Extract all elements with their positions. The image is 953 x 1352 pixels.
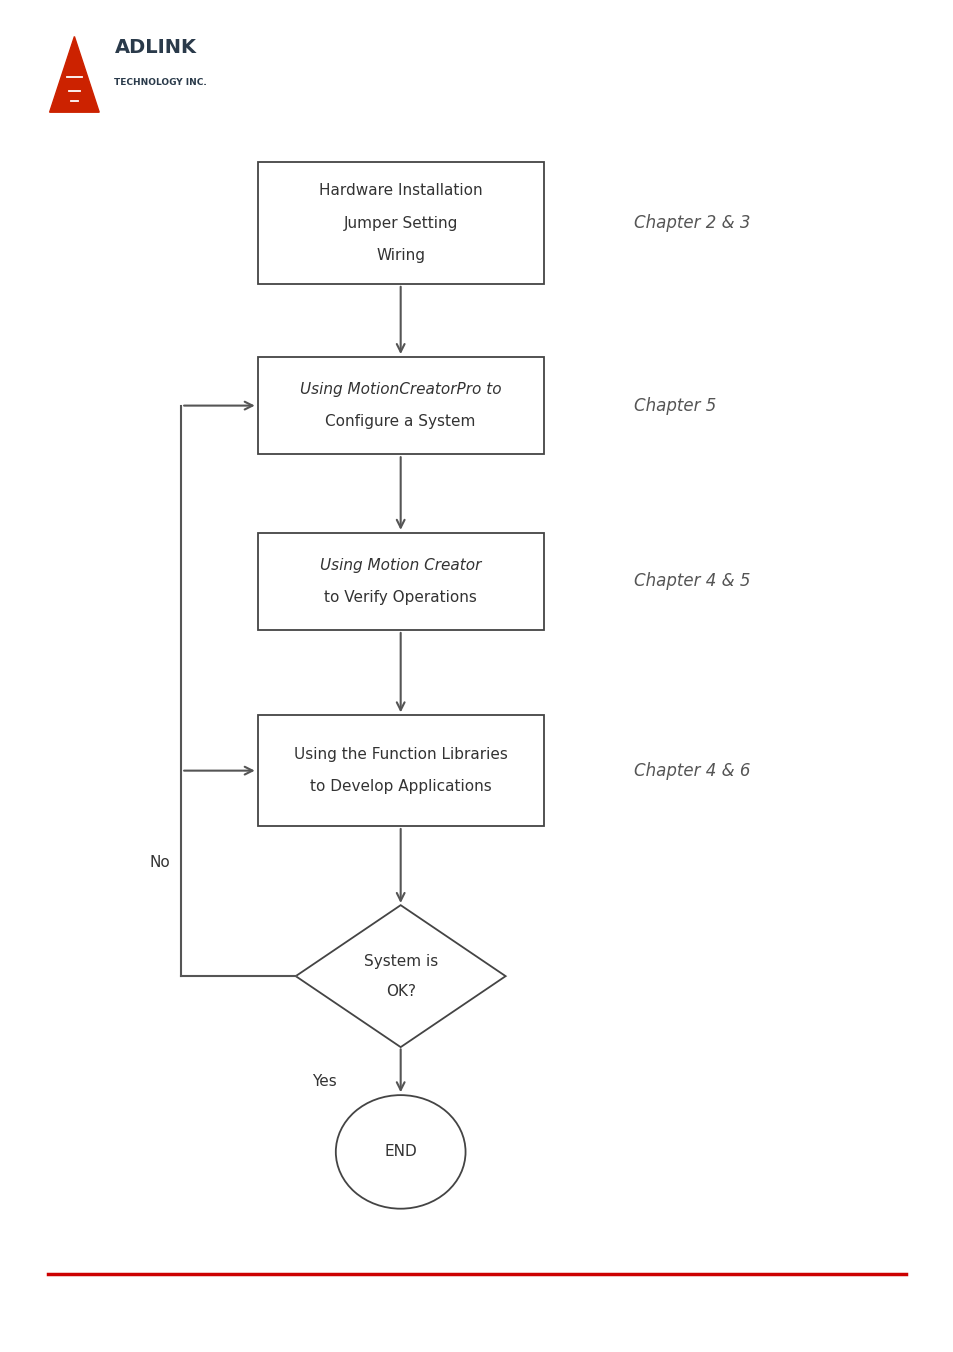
- Text: Yes: Yes: [312, 1073, 336, 1090]
- FancyBboxPatch shape: [257, 715, 543, 826]
- FancyBboxPatch shape: [257, 357, 543, 454]
- Ellipse shape: [335, 1095, 465, 1209]
- Text: Wiring: Wiring: [375, 247, 425, 264]
- Text: END: END: [384, 1144, 416, 1160]
- Text: Configure a System: Configure a System: [325, 414, 476, 430]
- FancyBboxPatch shape: [257, 533, 543, 630]
- Polygon shape: [50, 37, 99, 112]
- Text: Using MotionCreatorPro to: Using MotionCreatorPro to: [299, 381, 501, 397]
- FancyBboxPatch shape: [257, 162, 543, 284]
- Text: No: No: [150, 854, 171, 871]
- Text: Chapter 2 & 3: Chapter 2 & 3: [634, 214, 750, 233]
- Text: Jumper Setting: Jumper Setting: [343, 215, 457, 231]
- Text: to Verify Operations: to Verify Operations: [324, 589, 476, 606]
- Text: Hardware Installation: Hardware Installation: [318, 183, 482, 199]
- Polygon shape: [295, 906, 505, 1046]
- Text: OK?: OK?: [385, 983, 416, 999]
- Text: TECHNOLOGY INC.: TECHNOLOGY INC.: [114, 78, 207, 87]
- Text: to Develop Applications: to Develop Applications: [310, 779, 491, 795]
- Text: Chapter 5: Chapter 5: [634, 396, 716, 415]
- Text: ADLINK: ADLINK: [114, 38, 196, 57]
- Text: Using Motion Creator: Using Motion Creator: [319, 557, 481, 573]
- Text: System is: System is: [363, 953, 437, 969]
- Text: Chapter 4 & 6: Chapter 4 & 6: [634, 761, 750, 780]
- Text: Chapter 4 & 5: Chapter 4 & 5: [634, 572, 750, 591]
- Text: Using the Function Libraries: Using the Function Libraries: [294, 746, 507, 763]
